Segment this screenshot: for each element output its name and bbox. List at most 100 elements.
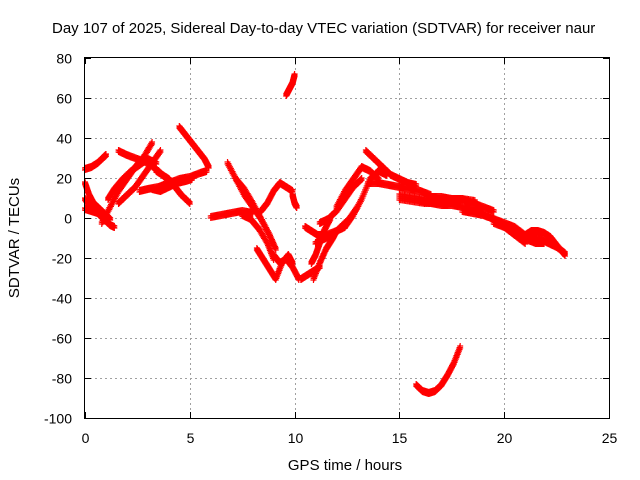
data-point bbox=[253, 207, 260, 215]
y-tick-label: 20 bbox=[56, 171, 72, 187]
data-point bbox=[185, 134, 192, 143]
data-point bbox=[180, 193, 187, 202]
data-point bbox=[107, 215, 114, 223]
data-point bbox=[175, 187, 182, 196]
data-point bbox=[232, 175, 239, 183]
data-point bbox=[270, 239, 277, 248]
data-point bbox=[227, 165, 234, 174]
data-point bbox=[182, 195, 189, 203]
data-point bbox=[148, 161, 155, 170]
data-point bbox=[177, 124, 184, 133]
data-point bbox=[189, 139, 196, 148]
data-point bbox=[261, 257, 268, 265]
series-arc-35 bbox=[417, 197, 487, 215]
data-point bbox=[275, 256, 282, 265]
data-point bbox=[174, 185, 181, 194]
data-point bbox=[249, 199, 256, 207]
data-point bbox=[225, 160, 232, 169]
data-point bbox=[372, 155, 379, 164]
data-point bbox=[149, 162, 156, 171]
data-point bbox=[184, 133, 191, 142]
data-point bbox=[197, 149, 204, 158]
data-point bbox=[178, 191, 185, 199]
data-point bbox=[173, 184, 180, 193]
y-tick-label: -20 bbox=[52, 251, 72, 267]
data-point bbox=[268, 236, 275, 245]
data-point bbox=[514, 225, 521, 234]
series-arc-10 bbox=[149, 175, 195, 195]
data-point bbox=[377, 160, 384, 169]
y-tick-label: -100 bbox=[44, 411, 72, 427]
data-point bbox=[265, 263, 272, 271]
data-point bbox=[195, 147, 202, 155]
data-point bbox=[234, 177, 241, 185]
series-arc-15 bbox=[232, 175, 279, 253]
data-point bbox=[268, 250, 275, 259]
data-point bbox=[267, 232, 274, 241]
data-point bbox=[256, 249, 263, 257]
data-point bbox=[200, 153, 207, 162]
data-point bbox=[184, 196, 191, 205]
data-point bbox=[242, 186, 249, 195]
data-point bbox=[188, 138, 195, 147]
y-tick-label: -40 bbox=[52, 291, 72, 307]
data-point bbox=[270, 240, 277, 249]
data-point bbox=[172, 183, 179, 192]
data-point bbox=[246, 193, 253, 202]
data-point bbox=[272, 245, 279, 253]
data-point bbox=[236, 179, 243, 187]
data-point bbox=[382, 165, 389, 174]
data-point bbox=[145, 159, 152, 168]
x-tick-label: 5 bbox=[187, 430, 195, 446]
data-point bbox=[480, 207, 487, 215]
data-point bbox=[291, 266, 298, 275]
data-point bbox=[144, 159, 151, 167]
data-point bbox=[375, 175, 382, 183]
plot-frame bbox=[84, 57, 610, 419]
data-point bbox=[283, 255, 290, 263]
data-point bbox=[227, 163, 234, 172]
data-point bbox=[185, 135, 192, 143]
data-point bbox=[266, 265, 273, 273]
data-point bbox=[250, 219, 257, 227]
data-point bbox=[167, 177, 174, 186]
data-point bbox=[250, 218, 257, 226]
data-point bbox=[243, 189, 250, 198]
series-arc-16 bbox=[239, 211, 277, 263]
data-point bbox=[349, 212, 356, 221]
data-point bbox=[248, 196, 255, 205]
x-tick-label: 25 bbox=[602, 430, 618, 446]
data-point bbox=[295, 273, 302, 282]
data-point bbox=[177, 190, 184, 199]
data-point bbox=[262, 259, 269, 267]
data-point bbox=[156, 148, 163, 157]
y-tick-label: -80 bbox=[52, 371, 72, 387]
series-arc-8 bbox=[115, 147, 170, 183]
data-point bbox=[169, 179, 176, 188]
data-point bbox=[194, 146, 201, 155]
data-point bbox=[374, 158, 381, 167]
data-point bbox=[265, 229, 272, 238]
data-point bbox=[377, 161, 384, 170]
data-point bbox=[187, 137, 194, 146]
data-point bbox=[198, 151, 205, 160]
data-point bbox=[198, 151, 205, 159]
data-point bbox=[258, 215, 265, 223]
data-point bbox=[283, 255, 290, 264]
data-point bbox=[176, 188, 183, 197]
data-point bbox=[196, 148, 203, 157]
series-arc-11 bbox=[153, 167, 193, 207]
x-axis-label: GPS time / hours bbox=[288, 457, 402, 474]
data-point bbox=[260, 232, 267, 240]
data-point bbox=[150, 163, 157, 171]
series-arc-40 bbox=[528, 235, 568, 257]
data-point bbox=[253, 205, 260, 214]
data-point bbox=[259, 218, 266, 227]
data-point bbox=[152, 164, 159, 173]
data-point bbox=[102, 151, 109, 159]
data-point bbox=[512, 227, 519, 236]
data-point bbox=[180, 127, 187, 136]
data-point bbox=[511, 223, 518, 231]
data-point bbox=[265, 242, 272, 251]
series-arc-4 bbox=[82, 205, 107, 217]
